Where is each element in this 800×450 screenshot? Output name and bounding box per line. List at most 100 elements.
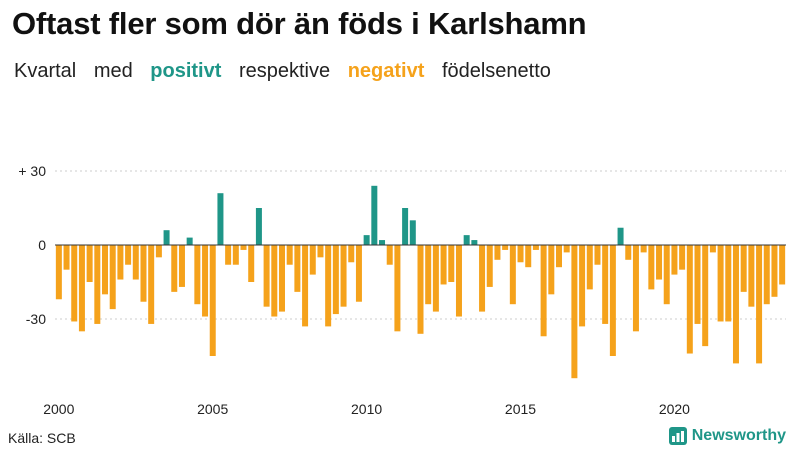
x-axis-labels: 2000 2005 2010 2015 2020 [43,401,690,417]
bar-negative [194,245,201,305]
bar-negative [709,245,716,253]
bar-negative [294,245,301,292]
bar-negative [756,245,763,364]
x-tick-label: 2015 [505,401,536,417]
bar-negative [725,245,732,322]
bar-negative [671,245,678,275]
bar-negative [717,245,724,322]
bar-negative [479,245,486,312]
bar-positive [186,237,193,245]
bar-negative [779,245,786,285]
bar-positive [163,230,170,245]
bar-negative [102,245,109,295]
y-tick-label: -30 [26,311,46,327]
y-tick-label: 0 [38,237,46,253]
bar-negative [132,245,139,280]
bar-negative [309,245,316,275]
bar-negative [494,245,501,260]
bar-negative [286,245,293,265]
bar-negative [232,245,239,265]
bar-negative [648,245,655,290]
bar-negative [240,245,247,250]
bar-negative [702,245,709,347]
subtitle-positive-label: positivt [150,60,222,82]
x-tick-label: 2010 [351,401,382,417]
bar-negative [248,245,255,282]
bar-negative [302,245,309,327]
bar-positive [471,240,478,245]
bar-negative [94,245,101,324]
bar-negative [209,245,216,356]
bar-negative [125,245,132,265]
source-note: Källa: SCB [8,430,76,446]
bar-positive [379,240,386,245]
x-tick-label: 2005 [197,401,228,417]
bar-negative [532,245,539,250]
bar-negative [332,245,339,315]
subtitle-word-birth-net: födelsenetto [441,60,551,82]
bar-negative [663,245,670,305]
bar-positive [617,227,624,245]
bar-negative [486,245,493,287]
bar-negative [263,245,270,307]
bar-negative [448,245,455,282]
bar-negative [386,245,393,265]
bar-negative [55,245,62,300]
subtitle-word-respectively: respektive [238,60,331,82]
bar-negative [140,245,147,302]
bar-negative [571,245,578,379]
bar-positive [402,208,409,245]
bar-negative [340,245,347,307]
bar-negative [317,245,324,258]
bar-negative [155,245,162,258]
bar-negative [625,245,632,260]
bar-negative [540,245,547,337]
bar-negative [271,245,278,317]
bar-positive [371,185,378,245]
bar-negative [348,245,355,263]
bar-negative [602,245,609,324]
x-tick-label: 2000 [43,401,74,417]
bar-negative [656,245,663,280]
bar-negative [355,245,362,302]
subtitle-word-quarter: Kvartal [14,60,77,82]
bar-negative [609,245,616,356]
bar-negative [202,245,209,317]
bar-negative [171,245,178,292]
bar-negative [394,245,401,332]
bar-negative [586,245,593,290]
bar-negative [417,245,424,334]
bar-negative [325,245,332,327]
newsworthy-logo-icon [668,427,687,445]
bar-negative [525,245,532,268]
bar-positive [463,235,470,245]
subtitle-negative-label: negativt [347,60,425,82]
bar-negative [148,245,155,324]
bar-positive [217,193,224,245]
bar-negative [71,245,78,322]
bar-negative [455,245,462,317]
bar-negative [440,245,447,285]
y-axis-labels: + 30 0 -30 [18,163,46,327]
bar-negative [732,245,739,364]
bar-negative [502,245,509,250]
bar-negative [694,245,701,324]
chart-subtitle: Kvartal med positivt respektive negativt… [14,60,563,83]
brand-logo: Newsworthy [668,427,786,445]
bar-negative [763,245,770,305]
bar-negative [278,245,285,312]
x-tick-label: 2020 [659,401,690,417]
bar-negative [78,245,85,332]
bar-negative [632,245,639,332]
bar-negative [563,245,570,253]
bar-negative [740,245,747,292]
bar-negative [432,245,439,312]
bar-positive [255,208,262,245]
bar-negative [509,245,516,305]
bar-negative [679,245,686,270]
subtitle-word-with: med [93,60,133,82]
y-tick-label: + 30 [18,163,46,179]
bar-negative [63,245,70,270]
bar-positive [409,220,416,245]
